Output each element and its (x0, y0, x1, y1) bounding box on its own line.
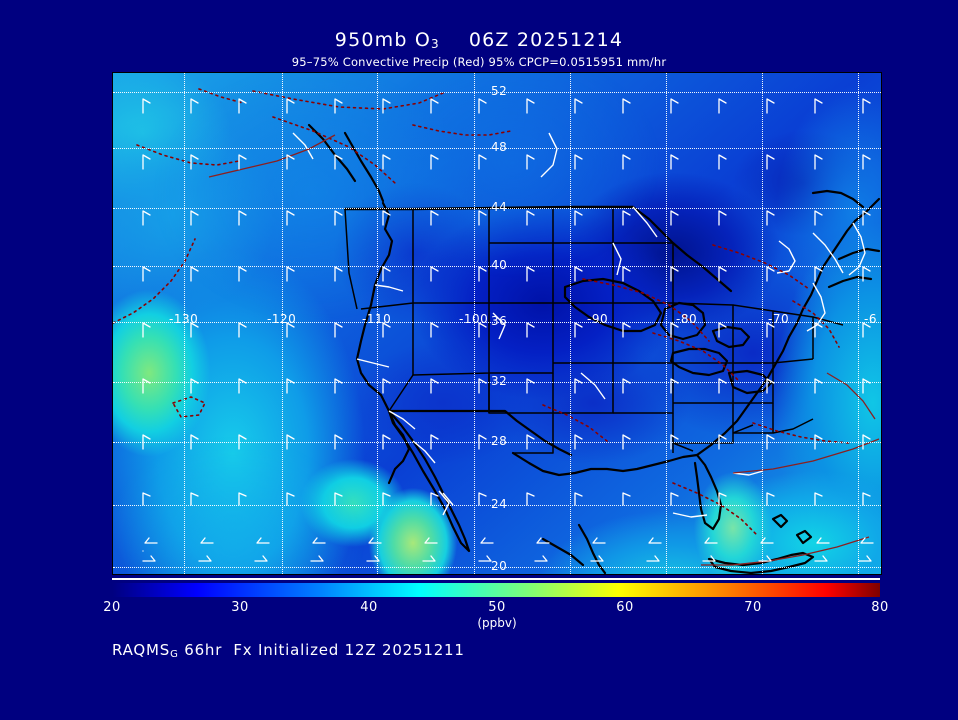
colorbar-units: (ppbv) (477, 616, 517, 630)
colorbar[interactable] (112, 583, 880, 597)
title-valid-time: 06Z 20251214 (468, 29, 624, 51)
colorbar-tick: 50 (488, 600, 506, 615)
title-subscript: 3 (431, 37, 440, 51)
colorbar-top-rule (112, 578, 880, 580)
title-variable: 950mb O (334, 29, 432, 51)
forecast-map[interactable]: 52 48 44 40 36 32 28 24 20 -130 -120 -11… (112, 72, 882, 575)
colorbar-tick: 40 (360, 600, 378, 615)
colorbar-tick: 20 (103, 600, 121, 615)
footer-caption: RAQMSG 66hr Fx Initialized 12Z 20251211 (112, 641, 465, 660)
footer-model: RAQMS (112, 641, 171, 659)
colorbar-tick: 80 (871, 600, 889, 615)
colorbar-tick: 60 (616, 600, 634, 615)
page-subtitle: 95–75% Convective Precip (Red) 95% CPCP=… (291, 55, 667, 69)
colorbar-tick: 30 (231, 600, 249, 615)
colorbar-tick: 70 (744, 600, 762, 615)
page-title: 950mb O3 06Z 20251214 (0, 29, 958, 51)
footer-text: 66hr Fx Initialized 12Z 20251211 (184, 641, 465, 659)
footer-model-subscript: G (170, 649, 179, 660)
